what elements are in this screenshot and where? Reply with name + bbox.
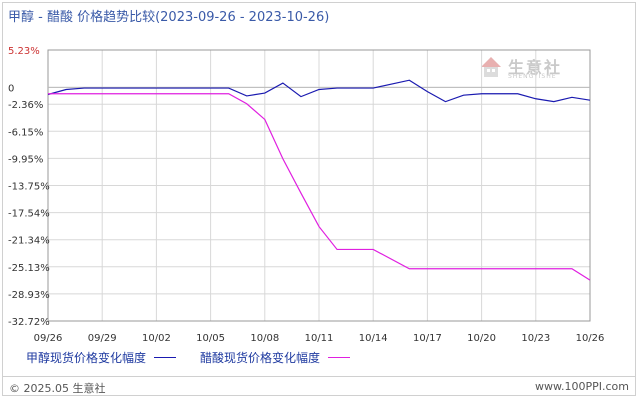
plot-border bbox=[47, 49, 591, 322]
legend-label-methanol: 甲醇现货价格变化幅度 bbox=[26, 351, 147, 365]
x-tick-label: 10/08 bbox=[250, 333, 279, 344]
watermark-text: 生意社 bbox=[508, 58, 563, 77]
x-tick-labels: 09/26 09/29 10/02 10/05 10/08 10/11 10/14 10/17… bbox=[34, 333, 605, 344]
chart-frame bbox=[2, 2, 636, 396]
axes bbox=[47, 49, 591, 322]
x-tick-label: 10/11 bbox=[305, 333, 334, 344]
x-tick-label: 10/17 bbox=[413, 333, 442, 344]
x-tick-label: 10/23 bbox=[521, 333, 550, 344]
house-icon bbox=[481, 57, 501, 77]
legend-swatch-methanol bbox=[154, 357, 177, 358]
footer-copyright: © 2025.05 生意社 bbox=[9, 382, 106, 395]
series-line-methanol bbox=[47, 79, 591, 103]
legend: 甲醇现货价格变化幅度 醋酸现货价格变化幅度 bbox=[26, 349, 374, 366]
x-tick-label: 10/26 bbox=[576, 333, 605, 344]
y-tick-label: -32.72% bbox=[8, 317, 50, 328]
y-tick-label: -28.93% bbox=[8, 290, 50, 301]
y-tick-label: -13.75% bbox=[8, 182, 50, 193]
x-tick-label: 10/20 bbox=[467, 333, 496, 344]
legend-item-methanol: 甲醇现货价格变化幅度 bbox=[26, 349, 177, 366]
y-tick-label: 5.23% bbox=[8, 46, 40, 57]
grid-lines bbox=[47, 49, 591, 322]
x-tick-label: 10/05 bbox=[196, 333, 225, 344]
chart-title: 甲醇 - 醋酸 价格趋势比较(2023-09-26 - 2023-10-26) bbox=[8, 6, 329, 25]
x-tick-label: 09/26 bbox=[34, 333, 63, 344]
watermark-subtext: SHENGYISHE bbox=[508, 73, 557, 80]
footer: © 2025.05 生意社 www.100PPI.com bbox=[3, 376, 635, 396]
footer-url[interactable]: www.100PPI.com bbox=[535, 380, 629, 393]
y-tick-label: -17.54% bbox=[8, 209, 50, 220]
legend-label-acetic: 醋酸现货价格变化幅度 bbox=[200, 351, 321, 365]
y-tick-label: -25.13% bbox=[8, 263, 50, 274]
y-tick-label: -21.34% bbox=[8, 236, 50, 247]
x-tick-label: 10/14 bbox=[359, 333, 388, 344]
x-tick-label: 10/02 bbox=[142, 333, 171, 344]
y-tick-label: -9.95% bbox=[8, 154, 43, 165]
y-tick-label: 0 bbox=[8, 83, 14, 94]
y-tick-label: -2.36% bbox=[8, 100, 43, 111]
title-date-range: (2023-09-26 - 2023-10-26) bbox=[155, 10, 330, 25]
legend-swatch-acetic bbox=[328, 357, 351, 358]
title-text: 甲醇 - 醋酸 价格趋势比较 bbox=[8, 10, 156, 25]
watermark-logo: 生意社 SHENGYISHE bbox=[478, 54, 578, 82]
x-tick-label: 09/29 bbox=[88, 333, 117, 344]
series-lines bbox=[47, 79, 591, 281]
y-tick-labels: 5.23% 0 -2.36% -6.15% -9.95% -13.75% -17.54% -2… bbox=[8, 46, 50, 328]
y-tick-label: -6.15% bbox=[8, 127, 43, 138]
legend-item-acetic: 醋酸现货价格变化幅度 bbox=[200, 349, 351, 366]
series-line-acetic bbox=[48, 93, 591, 281]
